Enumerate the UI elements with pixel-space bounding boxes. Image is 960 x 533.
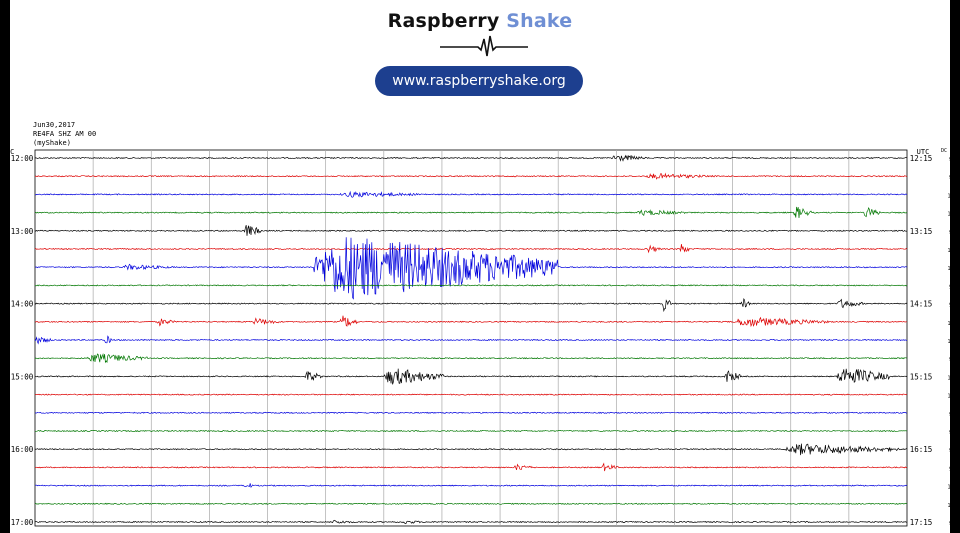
dc-value-label: 102 — [947, 212, 956, 218]
trace-line — [34, 411, 908, 414]
dc-value-label: 96 — [949, 412, 955, 418]
brand-word-raspberry: Raspberry — [387, 10, 500, 32]
header-source: (myShake) — [33, 139, 71, 147]
hour-label-right: 14:15 — [910, 300, 933, 309]
trace-line — [35, 243, 908, 254]
trace-line — [34, 237, 908, 300]
dc-value-label: 101 — [947, 193, 956, 199]
hour-label-left: 17:00 — [11, 518, 34, 527]
dc-value-label: 99 — [949, 230, 955, 236]
dc-value-label: 100 — [947, 394, 956, 400]
trace-line — [34, 298, 908, 313]
dc-value-label: 97 — [949, 448, 955, 454]
hour-label-left: 12:00 — [11, 154, 34, 163]
dc-value-label: 100 — [947, 375, 956, 381]
dc-value-label: 100 — [947, 485, 956, 491]
plot-frame — [34, 149, 908, 527]
trace-line — [34, 443, 908, 456]
dc-value-label: 99 — [949, 175, 955, 181]
trace-line — [34, 190, 908, 198]
hour-label-right: 13:15 — [910, 227, 933, 236]
dc-value-label: 101 — [947, 339, 956, 345]
dc-value-label: 98 — [949, 357, 955, 363]
trace-line — [34, 225, 908, 236]
trace-line — [34, 206, 908, 219]
hour-label-left: 15:00 — [11, 372, 34, 381]
dc-value-label: 100 — [947, 266, 956, 272]
dc-value-label: 99 — [949, 466, 955, 472]
hour-label-right: 12:15 — [910, 154, 933, 163]
seismograph-logo-icon — [440, 35, 528, 57]
trace-line — [34, 462, 908, 472]
trace-line — [34, 353, 908, 364]
trace-line — [35, 429, 908, 433]
hour-label-right: 16:15 — [910, 445, 933, 454]
dc-value-label: 99 — [949, 303, 955, 309]
dc-value-label: 100 — [947, 248, 956, 254]
trace-line — [34, 284, 908, 287]
trace-line — [34, 335, 908, 345]
dc-value-label: 98 — [949, 521, 955, 527]
brand-word-shake: Shake — [506, 10, 573, 32]
dc-value-label: 97 — [949, 430, 955, 436]
header-channel: RE4FA SHZ AM 00 — [33, 130, 97, 138]
trace-line — [34, 315, 907, 328]
dc-value-label: 100 — [947, 503, 956, 509]
brand-title: Raspberry Shake — [0, 10, 960, 32]
hour-label-left: 16:00 — [11, 445, 34, 454]
website-url-link[interactable]: www.raspberryshake.org — [375, 66, 583, 96]
trace-line — [34, 154, 908, 162]
hour-label-right: 15:15 — [910, 372, 933, 381]
trace-line — [34, 393, 908, 396]
hour-label-right: 17:15 — [910, 518, 933, 527]
right-axis-label: UTC — [917, 148, 930, 156]
trace-line — [34, 368, 908, 385]
header-date: Jun30,2017 — [33, 121, 76, 129]
dc-column-label: DC — [941, 148, 947, 154]
trace-line — [34, 172, 908, 180]
hour-label-left: 13:00 — [11, 227, 34, 236]
trace-line — [34, 502, 908, 505]
hour-label-left: 14:00 — [11, 300, 34, 309]
trace-line — [34, 483, 908, 489]
dc-value-label: 100 — [947, 321, 956, 327]
trace-line — [34, 519, 908, 525]
dc-value-label: 98 — [949, 284, 955, 290]
dc-value-label: 96 — [949, 157, 955, 163]
